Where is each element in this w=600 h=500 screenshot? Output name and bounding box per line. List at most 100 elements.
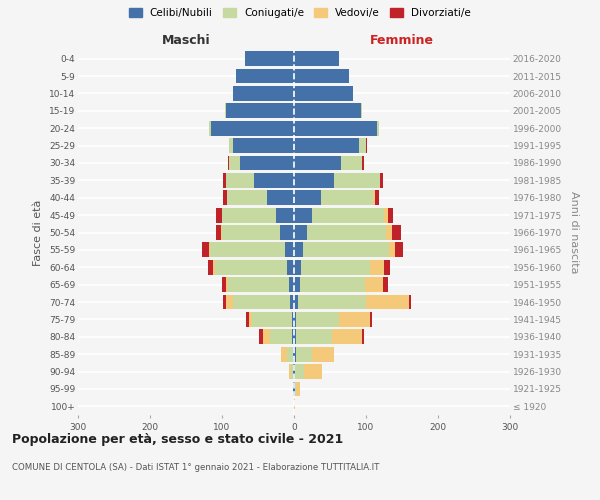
Bar <box>294 68 349 84</box>
Bar <box>298 294 366 310</box>
Bar <box>289 364 291 379</box>
Bar <box>226 173 254 188</box>
Bar <box>294 225 307 240</box>
Bar <box>366 294 409 310</box>
Bar <box>228 278 289 292</box>
Bar <box>233 86 294 101</box>
Bar <box>296 330 332 344</box>
Bar <box>386 225 392 240</box>
Bar <box>227 190 266 205</box>
Bar <box>383 278 388 292</box>
Bar <box>223 190 227 205</box>
Bar <box>289 278 294 292</box>
Bar <box>294 294 298 310</box>
Bar <box>247 312 248 327</box>
Bar <box>293 364 294 379</box>
Bar <box>281 347 287 362</box>
Bar <box>293 347 294 362</box>
Bar <box>229 138 233 153</box>
Bar <box>362 330 364 344</box>
Bar <box>209 121 211 136</box>
Text: Femmine: Femmine <box>370 34 434 46</box>
Bar <box>223 173 226 188</box>
Y-axis label: Fasce di età: Fasce di età <box>34 200 43 266</box>
Bar <box>291 364 293 379</box>
Bar <box>294 52 340 66</box>
Bar <box>216 208 222 222</box>
Legend: Celibi/Nubili, Coniugati/e, Vedovi/e, Divorziati/e: Celibi/Nubili, Coniugati/e, Vedovi/e, Di… <box>126 5 474 21</box>
Bar <box>295 382 296 396</box>
Bar <box>361 104 362 118</box>
Bar <box>304 364 322 379</box>
Bar <box>294 382 295 396</box>
Bar <box>322 190 373 205</box>
Text: Maschi: Maschi <box>161 34 211 46</box>
Bar <box>225 104 226 118</box>
Bar <box>294 260 301 274</box>
Bar <box>296 312 340 327</box>
Bar <box>266 190 294 205</box>
Bar <box>208 260 214 274</box>
Bar <box>294 138 359 153</box>
Bar <box>392 225 401 240</box>
Bar <box>226 278 228 292</box>
Bar <box>340 312 370 327</box>
Bar <box>294 156 341 170</box>
Bar <box>409 294 412 310</box>
Bar <box>214 260 215 274</box>
Bar <box>223 294 226 310</box>
Bar <box>259 330 263 344</box>
Bar <box>359 138 366 153</box>
Bar <box>263 330 270 344</box>
Bar <box>254 173 294 188</box>
Bar <box>290 294 294 310</box>
Bar <box>388 208 394 222</box>
Bar <box>294 399 295 413</box>
Bar <box>370 312 372 327</box>
Bar <box>380 173 383 188</box>
Y-axis label: Anni di nascita: Anni di nascita <box>569 191 578 274</box>
Bar <box>245 52 294 66</box>
Bar <box>296 347 312 362</box>
Bar <box>294 104 361 118</box>
Bar <box>236 68 294 84</box>
Bar <box>295 364 304 379</box>
Bar <box>222 208 276 222</box>
Bar <box>252 312 292 327</box>
Bar <box>287 260 294 274</box>
Bar <box>341 156 362 170</box>
Bar <box>294 121 377 136</box>
Bar <box>300 278 365 292</box>
Bar <box>211 121 294 136</box>
Bar <box>294 173 334 188</box>
Bar <box>292 312 294 327</box>
Bar <box>334 173 380 188</box>
Bar <box>248 312 252 327</box>
Bar <box>292 330 294 344</box>
Bar <box>312 347 334 362</box>
Bar <box>228 156 229 170</box>
Bar <box>296 382 300 396</box>
Bar <box>362 156 364 170</box>
Bar <box>276 208 294 222</box>
Bar <box>215 225 221 240</box>
Bar <box>294 208 312 222</box>
Bar <box>376 190 379 205</box>
Bar <box>233 294 290 310</box>
Bar <box>222 278 226 292</box>
Text: Popolazione per età, sesso e stato civile - 2021: Popolazione per età, sesso e stato civil… <box>12 432 343 446</box>
Bar <box>293 382 294 396</box>
Bar <box>370 260 384 274</box>
Bar <box>294 347 296 362</box>
Bar <box>366 138 367 153</box>
Bar <box>221 225 222 240</box>
Bar <box>202 242 209 258</box>
Bar <box>229 156 240 170</box>
Bar <box>307 225 386 240</box>
Bar <box>294 330 296 344</box>
Bar <box>209 242 210 258</box>
Bar <box>312 208 384 222</box>
Bar <box>302 242 389 258</box>
Bar <box>270 330 292 344</box>
Text: COMUNE DI CENTOLA (SA) - Dati ISTAT 1° gennaio 2021 - Elaborazione TUTTITALIA.IT: COMUNE DI CENTOLA (SA) - Dati ISTAT 1° g… <box>12 463 379 472</box>
